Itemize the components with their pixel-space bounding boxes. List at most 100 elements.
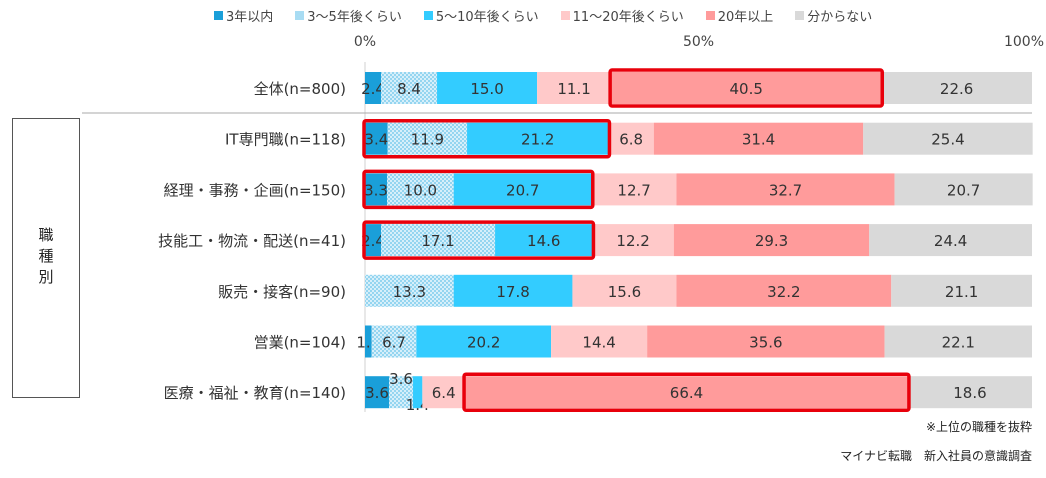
data-label: 25.4 <box>931 131 964 149</box>
bar-segment <box>894 173 1033 206</box>
note: ※上位の職種を抜粋 <box>925 420 1032 434</box>
category-label: 営業(n=104) <box>254 334 346 352</box>
data-label: 17.8 <box>496 283 529 301</box>
data-label: 32.2 <box>767 283 800 301</box>
bar-segment <box>676 173 895 206</box>
highlight-box <box>362 169 595 210</box>
group-box: 職種別 <box>12 118 80 398</box>
data-label: 14.4 <box>582 334 615 352</box>
data-label: 2.4 <box>361 232 385 250</box>
data-label: 20.7 <box>506 181 539 199</box>
bar-segment <box>413 376 423 409</box>
data-label: 35.6 <box>749 334 782 352</box>
data-label: 6.8 <box>619 131 643 149</box>
category-label: 全体(n=800) <box>254 80 346 98</box>
bar-segment <box>365 173 388 206</box>
bar-segment <box>537 72 612 104</box>
legend-label: 3年以内 <box>226 10 274 25</box>
data-label: 22.1 <box>942 334 975 352</box>
data-label: 40.5 <box>729 80 762 98</box>
x-tick-label: 100% <box>1004 34 1044 50</box>
bar-segment <box>591 173 677 206</box>
legend-item: 分からない <box>795 6 872 25</box>
bar-segment <box>416 325 552 358</box>
bar-segment <box>389 376 414 409</box>
bar-segment <box>365 122 388 155</box>
data-label: 10.0 <box>404 181 437 199</box>
data-label: 20.7 <box>947 181 980 199</box>
data-label: 3.6 <box>389 370 413 388</box>
data-label: 6.7 <box>382 334 406 352</box>
bar-segment <box>891 274 1032 307</box>
data-label: 18.6 <box>953 384 986 402</box>
data-label: 14.6 <box>527 232 560 250</box>
bar-segment <box>592 224 674 257</box>
data-label: 22.6 <box>940 80 973 98</box>
bar-segment <box>365 325 372 358</box>
data-label: 13.3 <box>393 283 426 301</box>
bar-segment <box>863 122 1033 155</box>
bar-segment <box>453 274 573 307</box>
bar-segment <box>572 274 677 307</box>
bar-segment <box>907 376 1032 409</box>
highlight-box <box>362 220 596 260</box>
category-label: 販売・接客(n=90) <box>218 283 346 301</box>
data-label: 8.4 <box>397 80 421 98</box>
legend-item: 3～5年後くらい <box>295 6 402 25</box>
bar-segment <box>673 224 870 257</box>
bar-segment <box>608 122 654 155</box>
data-label: 11.1 <box>557 80 590 98</box>
legend-label: 5～10年後くらい <box>435 10 539 25</box>
data-label: 29.3 <box>755 232 788 250</box>
bar-segment <box>365 72 382 104</box>
x-tick-label: 50% <box>683 34 714 50</box>
bar-segment <box>465 376 908 409</box>
bar-segment <box>676 274 892 307</box>
data-label: 31.4 <box>742 131 775 149</box>
data-label: 6.4 <box>432 384 456 402</box>
legend-label: 3～5年後くらい <box>307 10 402 25</box>
source: マイナビ転職 新入社員の意識調査 <box>840 449 1032 463</box>
legend-swatch <box>423 11 433 20</box>
bar-segment <box>467 122 609 155</box>
bar-segment <box>387 173 454 206</box>
legend-item: 5～10年後くらい <box>423 6 539 25</box>
legend-item: 11～20年後くらい <box>560 6 684 25</box>
data-label: 24.4 <box>934 232 967 250</box>
x-tick-label: 0% <box>354 34 376 50</box>
bar-segment <box>551 325 648 358</box>
data-label: 21.1 <box>945 283 978 301</box>
data-label: 3.4 <box>364 131 388 149</box>
data-label: 3.3 <box>364 181 388 199</box>
data-label: 17.1 <box>421 232 454 250</box>
bar-segment <box>611 72 882 104</box>
bar-segment <box>881 72 1032 104</box>
legend-swatch <box>795 11 805 20</box>
bar-segment <box>453 173 592 206</box>
bar-segment <box>381 72 438 104</box>
data-label: 15.0 <box>470 80 503 98</box>
data-label: 66.4 <box>670 384 703 402</box>
bar-segment <box>371 325 417 358</box>
legend-swatch <box>705 11 715 20</box>
data-label: 12.2 <box>616 232 649 250</box>
bar-segment <box>495 224 593 257</box>
legend-item: 20年以上 <box>705 6 774 25</box>
data-label: 32.7 <box>769 181 802 199</box>
data-label: 15.6 <box>608 283 641 301</box>
bar-segment <box>365 224 382 257</box>
data-label: 11.9 <box>411 131 444 149</box>
category-label: 技能工・物流・配送(n=41) <box>158 232 346 250</box>
bar-segment <box>869 224 1032 257</box>
bar-segment <box>653 122 864 155</box>
bar-segment <box>365 376 390 409</box>
data-label: 20.2 <box>467 334 500 352</box>
bar-segment <box>437 72 538 104</box>
legend-swatch <box>214 11 223 20</box>
highlight-box <box>462 372 911 412</box>
data-label: 3.6 <box>365 384 389 402</box>
bar-segment <box>387 122 468 155</box>
legend: 3年以内 3～5年後くらい 5～10年後くらい 11～20年後くらい 20年以上 分からな… <box>214 6 872 25</box>
legend-label: 20年以上 <box>717 10 774 25</box>
